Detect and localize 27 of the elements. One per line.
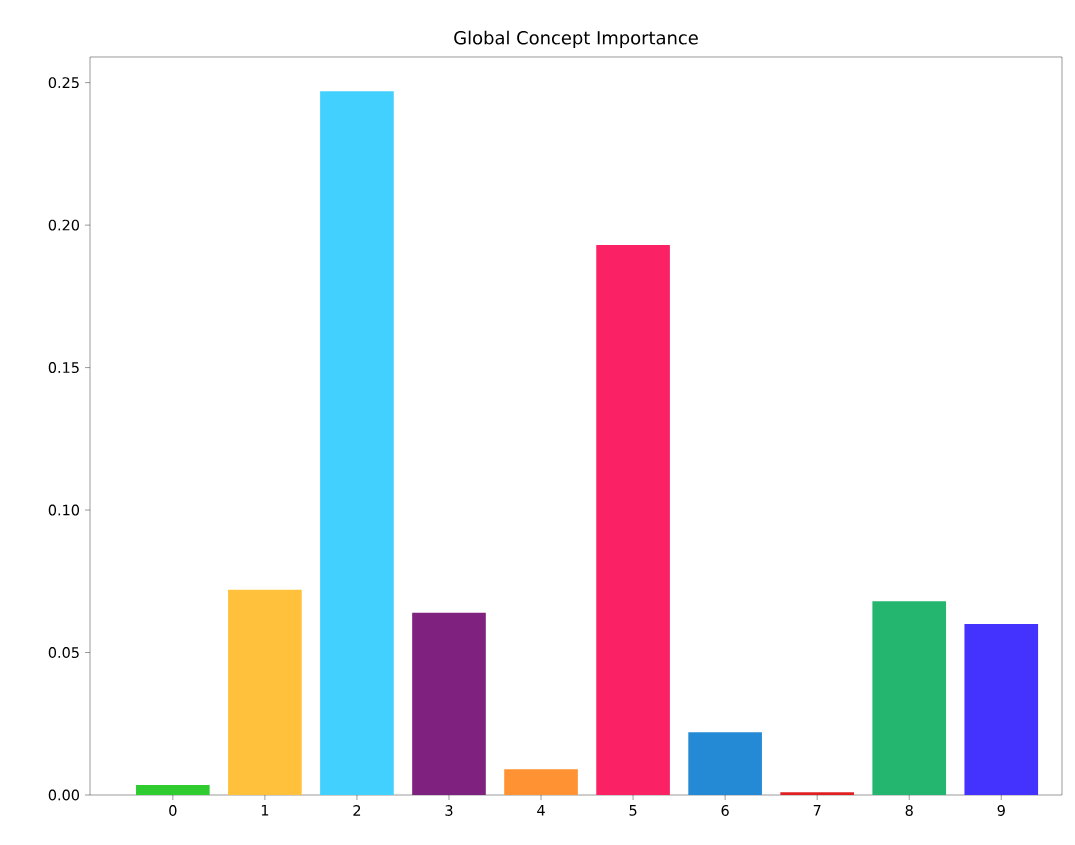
bar (504, 769, 578, 795)
y-tick-label: 0.00 (48, 789, 80, 801)
bar (964, 624, 1039, 795)
x-tick-label: 8 (905, 805, 913, 816)
y-tick-label: 0.05 (48, 647, 79, 658)
x-tick-label: 5 (629, 805, 637, 816)
bar (136, 785, 210, 795)
bar (872, 601, 947, 795)
bar (780, 792, 854, 795)
y-tick-label: 0.10 (48, 504, 80, 516)
bar (228, 589, 302, 795)
y-tick-label: 0.20 (48, 219, 80, 231)
x-tick-label: 2 (353, 805, 361, 816)
x-tick-label: 0 (169, 805, 177, 816)
bar (688, 732, 762, 795)
y-tick-label: 0.25 (48, 77, 79, 89)
x-tick-label: 3 (445, 805, 453, 816)
y-tick-label: 0.15 (48, 362, 79, 374)
bar (412, 612, 486, 795)
bar (596, 245, 670, 795)
x-tick-label: 7 (813, 805, 821, 816)
x-tick-label: 4 (537, 805, 545, 816)
chart-title: Global Concept Importance (454, 30, 698, 48)
x-tick-label: 6 (721, 805, 729, 816)
x-tick-label: 1 (261, 805, 269, 816)
bar (320, 91, 394, 795)
x-tick-label: 9 (997, 805, 1005, 816)
